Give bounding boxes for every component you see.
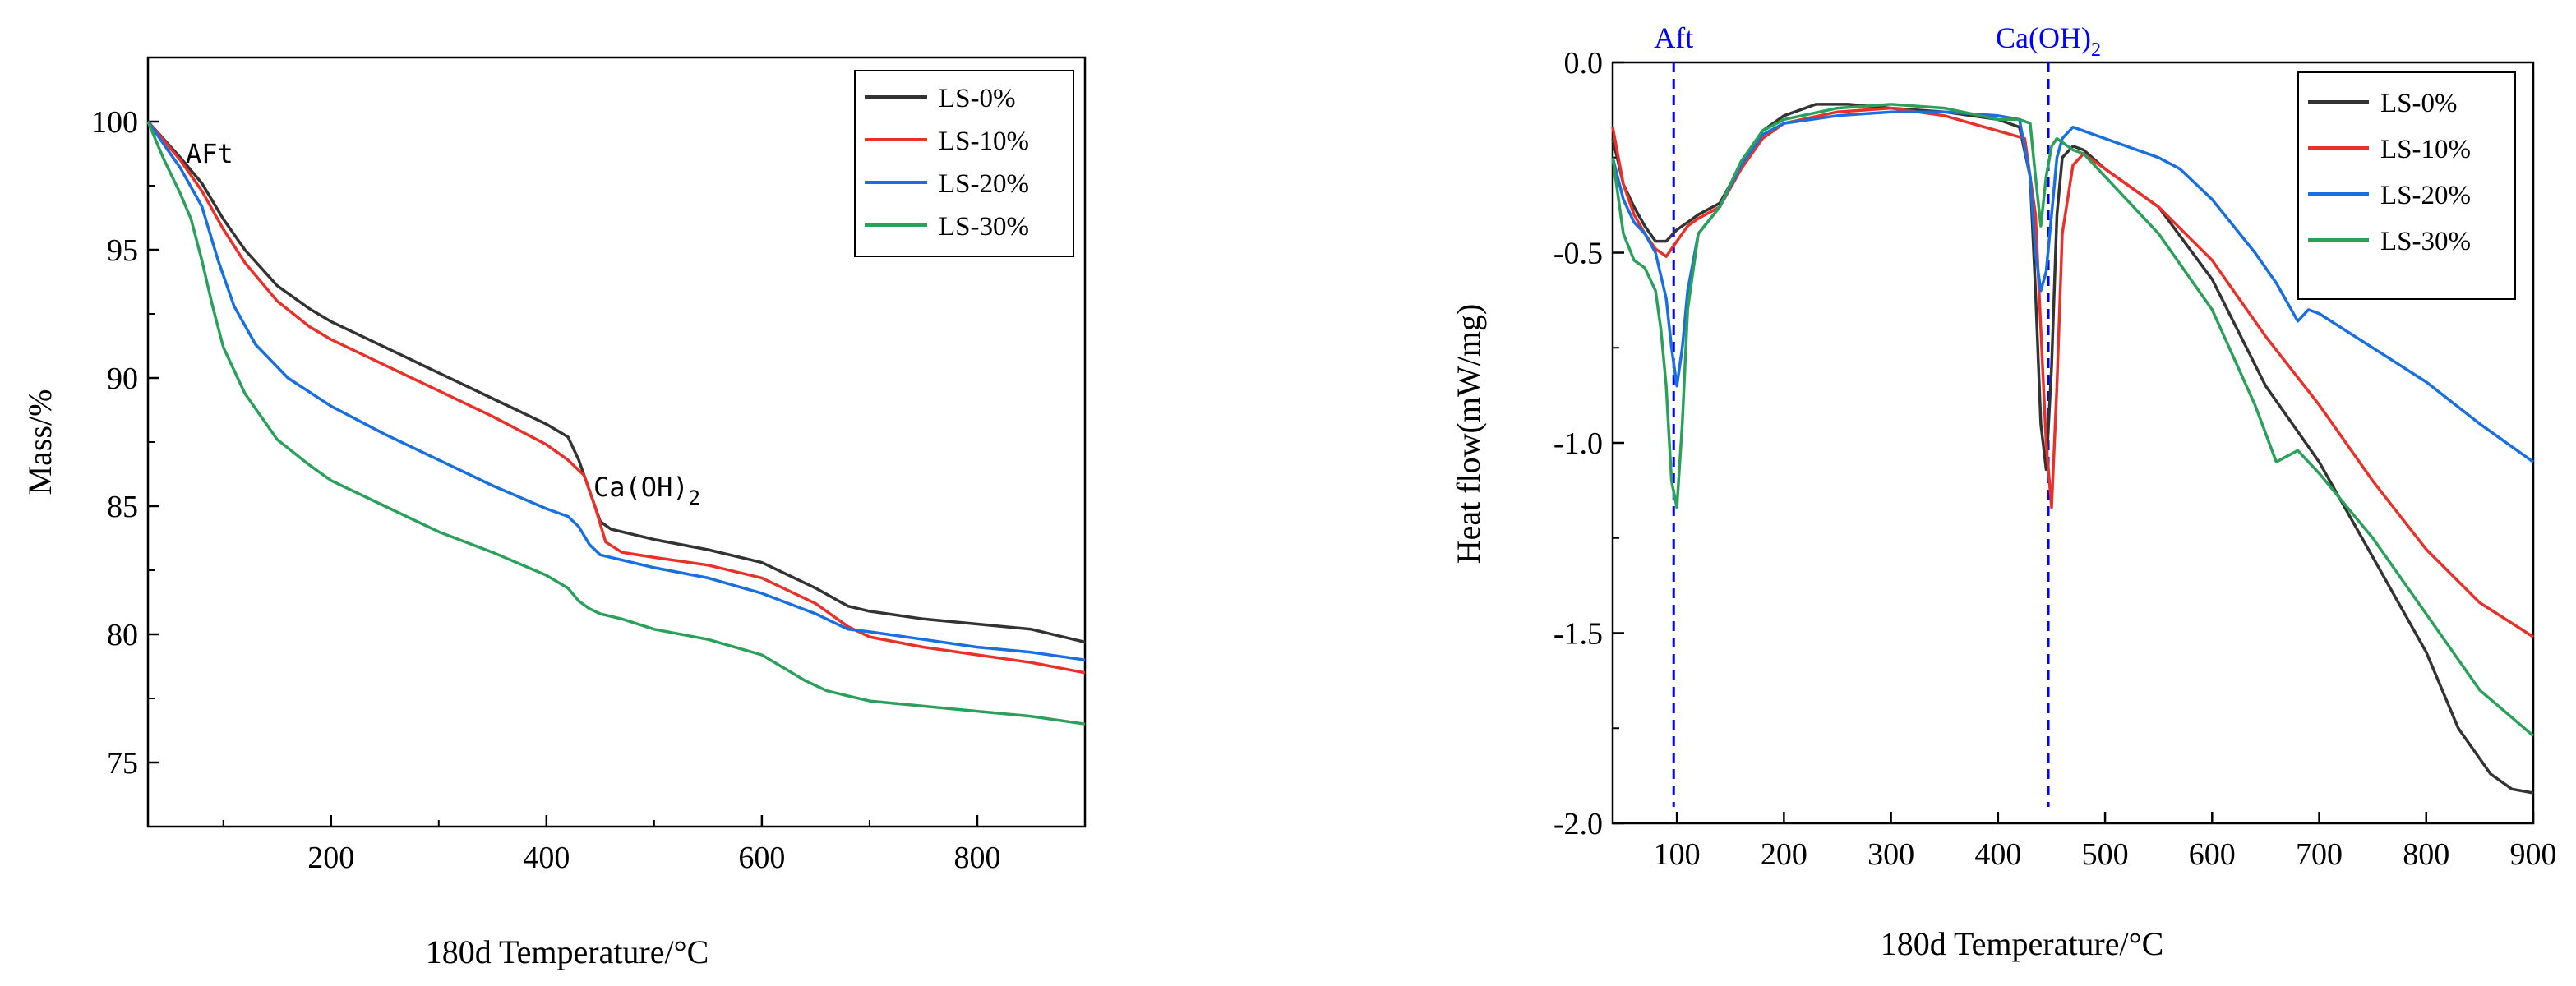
x-tick-label: 500 bbox=[2082, 837, 2129, 872]
legend-label: LS-10% bbox=[939, 127, 1029, 156]
x-tick-label: 200 bbox=[307, 841, 354, 875]
annotation-text: Aft bbox=[1654, 21, 1693, 54]
x-tick-label: 900 bbox=[2510, 837, 2557, 872]
y-tick-label: -0.5 bbox=[1553, 237, 1603, 271]
annotation-text: Ca(OH) bbox=[593, 472, 689, 503]
x-axis-title: 180d Temperature/°C bbox=[426, 933, 709, 970]
legend-label: LS-20% bbox=[2380, 181, 2471, 210]
y-axis-title: Mass/% bbox=[21, 389, 58, 495]
legend: LS-0% LS-10% LS-20% LS-30% bbox=[854, 70, 1074, 257]
series-line-ls-10pct bbox=[1611, 106, 2534, 638]
y-tick-label: 0.0 bbox=[1564, 46, 1604, 81]
x-tick-label: 700 bbox=[2296, 837, 2343, 872]
annotation-label: Ca(OH)2 bbox=[593, 472, 700, 509]
x-tick-label: 200 bbox=[1761, 837, 1807, 872]
y-tick-label: 75 bbox=[107, 746, 138, 781]
x-tick-label: 800 bbox=[2403, 837, 2449, 872]
legend: LS-0% LS-10% LS-20% LS-30% bbox=[2297, 71, 2516, 300]
legend-label: LS-30% bbox=[2380, 227, 2471, 256]
x-tick-label: 600 bbox=[2189, 837, 2236, 872]
x-tick-label: 400 bbox=[1974, 837, 2021, 872]
annotation-text: Ca(OH) bbox=[1996, 21, 2091, 54]
annotation-label: Ca(OH)2 bbox=[1996, 21, 2101, 61]
legend-label: LS-0% bbox=[2380, 89, 2458, 118]
y-axis-title: Heat flow(mW/mg) bbox=[1450, 304, 1487, 564]
y-tick-label: 90 bbox=[107, 362, 138, 396]
annotation-text: AFt bbox=[186, 138, 233, 169]
x-tick-label: 400 bbox=[523, 841, 570, 875]
y-tick-label: 80 bbox=[107, 618, 138, 652]
legend-label: LS-10% bbox=[2380, 135, 2471, 164]
heat-flow-chart: 100 200 300 400 500 600 700 800 900 -2.0 -1.5 -1.0 -… bbox=[1450, 21, 2557, 962]
x-tick-label: 100 bbox=[1654, 837, 1701, 872]
x-tick-label: 800 bbox=[953, 841, 1000, 875]
legend-label: LS-20% bbox=[939, 169, 1029, 199]
annotation-subscript: 2 bbox=[2091, 39, 2101, 61]
y-tick-label: 95 bbox=[107, 233, 138, 268]
annotation-subscript: 2 bbox=[689, 486, 700, 509]
x-axis-title: 180d Temperature/°C bbox=[1881, 925, 2164, 962]
y-tick-label: -1.0 bbox=[1553, 426, 1603, 461]
series-line-ls-20pct bbox=[146, 120, 1086, 661]
legend-label: LS-30% bbox=[939, 212, 1029, 242]
mass-chart: 200 400 600 800 75 80 85 90 95 100 AFt Ca(OH)2 LS-… bbox=[21, 56, 1087, 970]
y-tick-label: -2.0 bbox=[1553, 807, 1603, 841]
annotation-label: AFt bbox=[186, 138, 233, 169]
legend-box bbox=[2297, 71, 2516, 300]
series-line-ls-30pct bbox=[146, 121, 1086, 726]
y-tick-label: 100 bbox=[91, 105, 138, 140]
annotation-label: Aft bbox=[1654, 21, 1693, 54]
series-line-ls-30pct bbox=[1611, 103, 2535, 737]
x-tick-label: 300 bbox=[1867, 837, 1914, 872]
legend-label: LS-0% bbox=[939, 84, 1016, 113]
series-line-ls-10pct bbox=[146, 120, 1086, 675]
y-tick-label: 85 bbox=[107, 490, 138, 524]
y-tick-label: -1.5 bbox=[1553, 617, 1603, 652]
series-line-ls-20pct bbox=[1611, 110, 2535, 463]
x-tick-label: 600 bbox=[738, 841, 785, 875]
